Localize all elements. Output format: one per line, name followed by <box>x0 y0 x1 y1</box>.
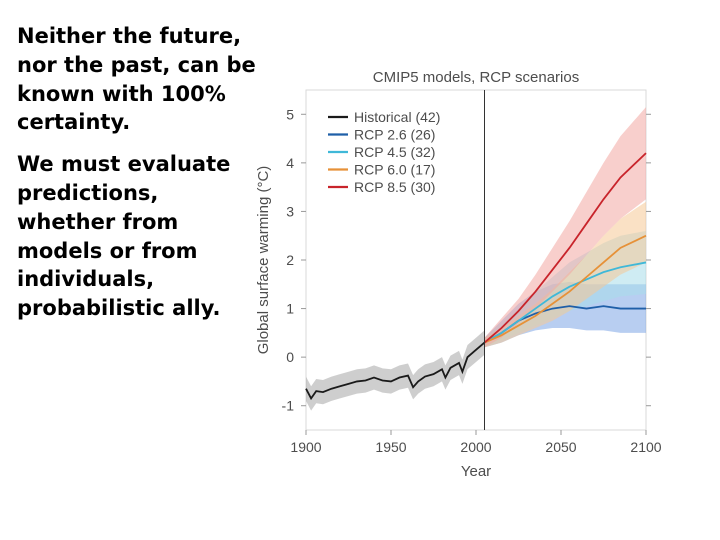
slide-text: Neither the future, nor the past, can be… <box>17 22 257 336</box>
y-tick-label: 3 <box>286 203 294 219</box>
x-axis-label: Year <box>461 463 491 480</box>
cmip5-warming-chart: CMIP5 models, RCP scenarios -1 0 1 2 3 4 5 1900… <box>255 69 662 480</box>
line-rcp-4-5 <box>484 261 647 344</box>
legend-label: RCP 2.6 (26) <box>354 127 435 143</box>
y-axis-label: Global surface warming (°C) <box>255 166 272 355</box>
paragraph-certainty: Neither the future, nor the past, can be… <box>17 24 256 135</box>
y-tick-label: 2 <box>286 252 294 268</box>
line-rcp-8-5 <box>483 152 647 344</box>
band-rcp-8-5 <box>484 107 646 348</box>
y-tick-label: 5 <box>286 106 294 122</box>
x-tick-label: 2100 <box>630 439 661 455</box>
series-lines <box>305 152 647 401</box>
x-tick-label: 2000 <box>460 439 491 455</box>
legend: Historical (42) RCP 2.6 (26)RCP 4.5 (32) R… <box>328 109 440 195</box>
legend-label: RCP 8.5 (30) <box>354 179 435 195</box>
line-rcp-6-0 <box>484 234 647 344</box>
line-historical <box>305 341 486 401</box>
y-tick-label: 1 <box>286 301 294 317</box>
band-rcp-6-0 <box>484 201 646 348</box>
legend-label: Historical (42) <box>354 109 440 125</box>
x-tick-label: 1900 <box>290 439 321 455</box>
band-historical <box>306 330 485 411</box>
chart-title: CMIP5 models, RCP scenarios <box>373 69 579 86</box>
x-tick-label: 1950 <box>375 439 406 455</box>
axes: -1 0 1 2 3 4 5 1900 1950 2000 2050 2100 <box>282 90 662 455</box>
paragraph-probabilistic: We must evaluate predictions, whether fr… <box>17 152 231 321</box>
y-tick-label: 0 <box>286 349 294 365</box>
legend-label: RCP 4.5 (32) <box>354 144 435 160</box>
y-tick-label: -1 <box>282 398 295 414</box>
legend-label: RCP 6.0 (17) <box>354 162 435 178</box>
y-tick-label: 4 <box>286 155 294 171</box>
x-tick-label: 2050 <box>545 439 576 455</box>
